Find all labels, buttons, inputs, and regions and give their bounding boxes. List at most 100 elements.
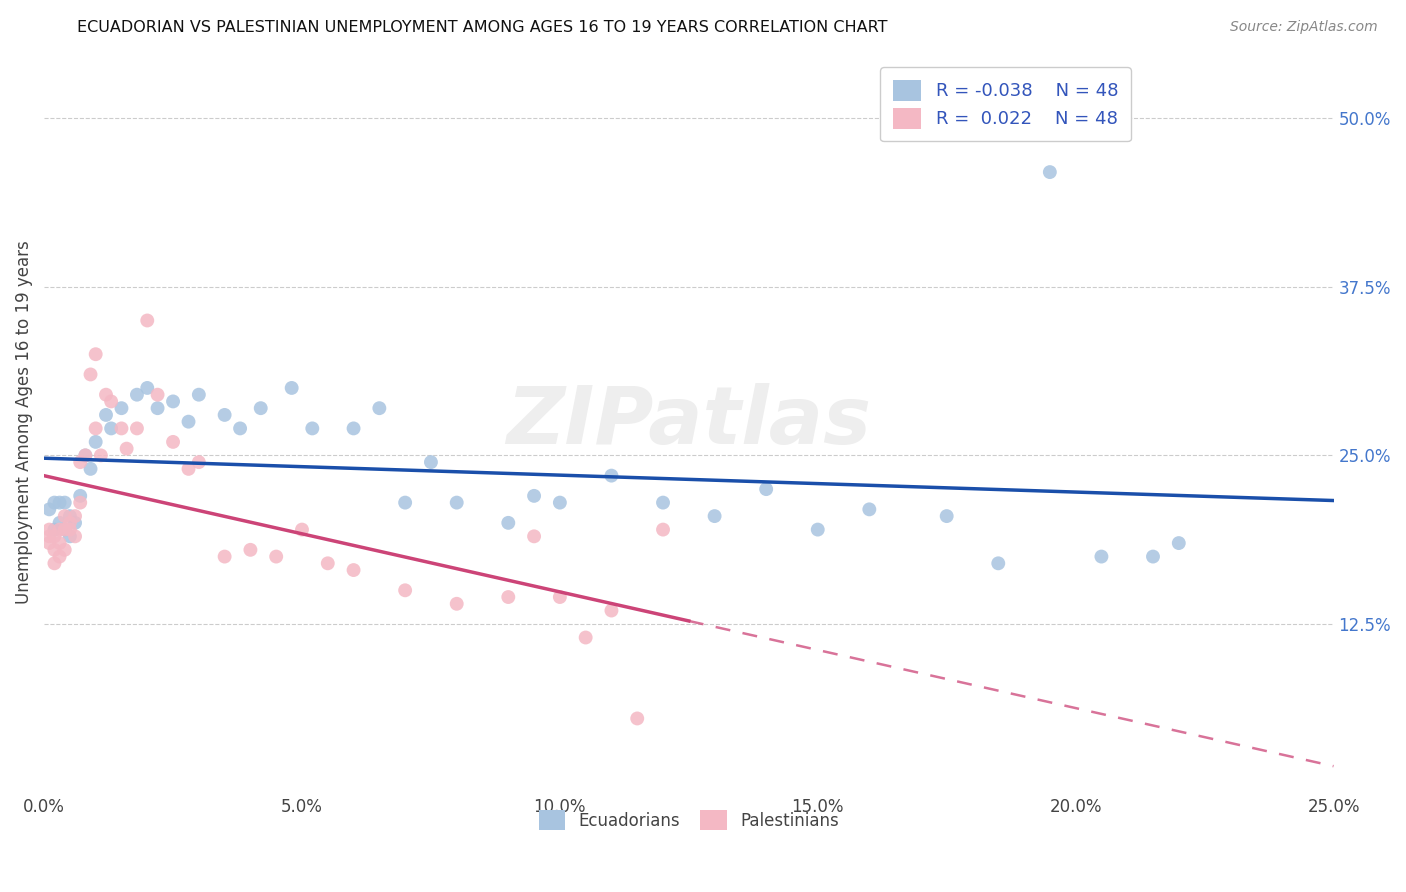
Point: [626, 711, 648, 725]
Point: [136, 381, 159, 395]
Point: [48, 523, 70, 537]
Point: [59, 516, 82, 530]
Point: [53, 495, 76, 509]
Point: [100, 421, 122, 435]
Point: [498, 590, 520, 604]
Point: [48, 536, 70, 550]
Point: [69, 495, 91, 509]
Point: [187, 387, 209, 401]
Point: [301, 421, 323, 435]
Point: [446, 495, 468, 509]
Point: [125, 421, 148, 435]
Point: [523, 529, 546, 543]
Point: [1142, 549, 1164, 564]
Point: [48, 549, 70, 564]
Point: [162, 434, 184, 449]
Point: [264, 549, 287, 564]
Point: [1090, 549, 1112, 564]
Point: [600, 468, 623, 483]
Point: [53, 542, 76, 557]
Point: [548, 495, 571, 509]
Point: [394, 583, 416, 598]
Point: [498, 516, 520, 530]
Point: [703, 509, 725, 524]
Point: [48, 516, 70, 530]
Point: [110, 401, 132, 416]
Point: [63, 516, 86, 530]
Point: [69, 455, 91, 469]
Point: [136, 313, 159, 327]
Point: [214, 549, 236, 564]
Point: [214, 408, 236, 422]
Point: [75, 449, 97, 463]
Point: [368, 401, 391, 416]
Point: [79, 368, 101, 382]
Point: [600, 603, 623, 617]
Point: [38, 529, 60, 543]
Point: [44, 529, 66, 543]
Point: [59, 523, 82, 537]
Point: [53, 509, 76, 524]
Point: [48, 495, 70, 509]
Point: [394, 495, 416, 509]
Point: [38, 523, 60, 537]
Point: [652, 523, 675, 537]
Point: [75, 449, 97, 463]
Point: [44, 523, 66, 537]
Point: [146, 387, 169, 401]
Point: [79, 462, 101, 476]
Point: [84, 434, 107, 449]
Point: [316, 557, 339, 571]
Point: [110, 421, 132, 435]
Point: [291, 523, 314, 537]
Point: [94, 408, 117, 422]
Point: [90, 449, 112, 463]
Point: [523, 489, 546, 503]
Point: [229, 421, 252, 435]
Point: [935, 509, 957, 524]
Point: [53, 523, 76, 537]
Point: [239, 542, 262, 557]
Point: [987, 557, 1010, 571]
Point: [63, 509, 86, 524]
Point: [342, 421, 364, 435]
Point: [100, 394, 122, 409]
Point: [125, 387, 148, 401]
Point: [548, 590, 571, 604]
Legend: Ecuadorians, Palestinians: Ecuadorians, Palestinians: [531, 804, 845, 837]
Text: Source: ZipAtlas.com: Source: ZipAtlas.com: [1230, 20, 1378, 34]
Point: [177, 462, 200, 476]
Point: [53, 523, 76, 537]
Point: [177, 415, 200, 429]
Point: [858, 502, 880, 516]
Point: [807, 523, 830, 537]
Point: [575, 631, 598, 645]
Point: [69, 489, 91, 503]
Point: [115, 442, 138, 456]
Y-axis label: Unemployment Among Ages 16 to 19 years: Unemployment Among Ages 16 to 19 years: [15, 240, 32, 604]
Point: [1167, 536, 1189, 550]
Text: ZIPatlas: ZIPatlas: [506, 383, 872, 460]
Point: [38, 536, 60, 550]
Point: [59, 509, 82, 524]
Point: [84, 347, 107, 361]
Point: [38, 502, 60, 516]
Point: [187, 455, 209, 469]
Point: [419, 455, 441, 469]
Point: [84, 421, 107, 435]
Point: [755, 482, 778, 496]
Point: [162, 394, 184, 409]
Point: [280, 381, 302, 395]
Point: [146, 401, 169, 416]
Point: [44, 542, 66, 557]
Point: [446, 597, 468, 611]
Point: [44, 557, 66, 571]
Point: [249, 401, 271, 416]
Point: [94, 387, 117, 401]
Point: [652, 495, 675, 509]
Point: [63, 529, 86, 543]
Point: [342, 563, 364, 577]
Point: [1039, 165, 1062, 179]
Point: [59, 529, 82, 543]
Point: [44, 495, 66, 509]
